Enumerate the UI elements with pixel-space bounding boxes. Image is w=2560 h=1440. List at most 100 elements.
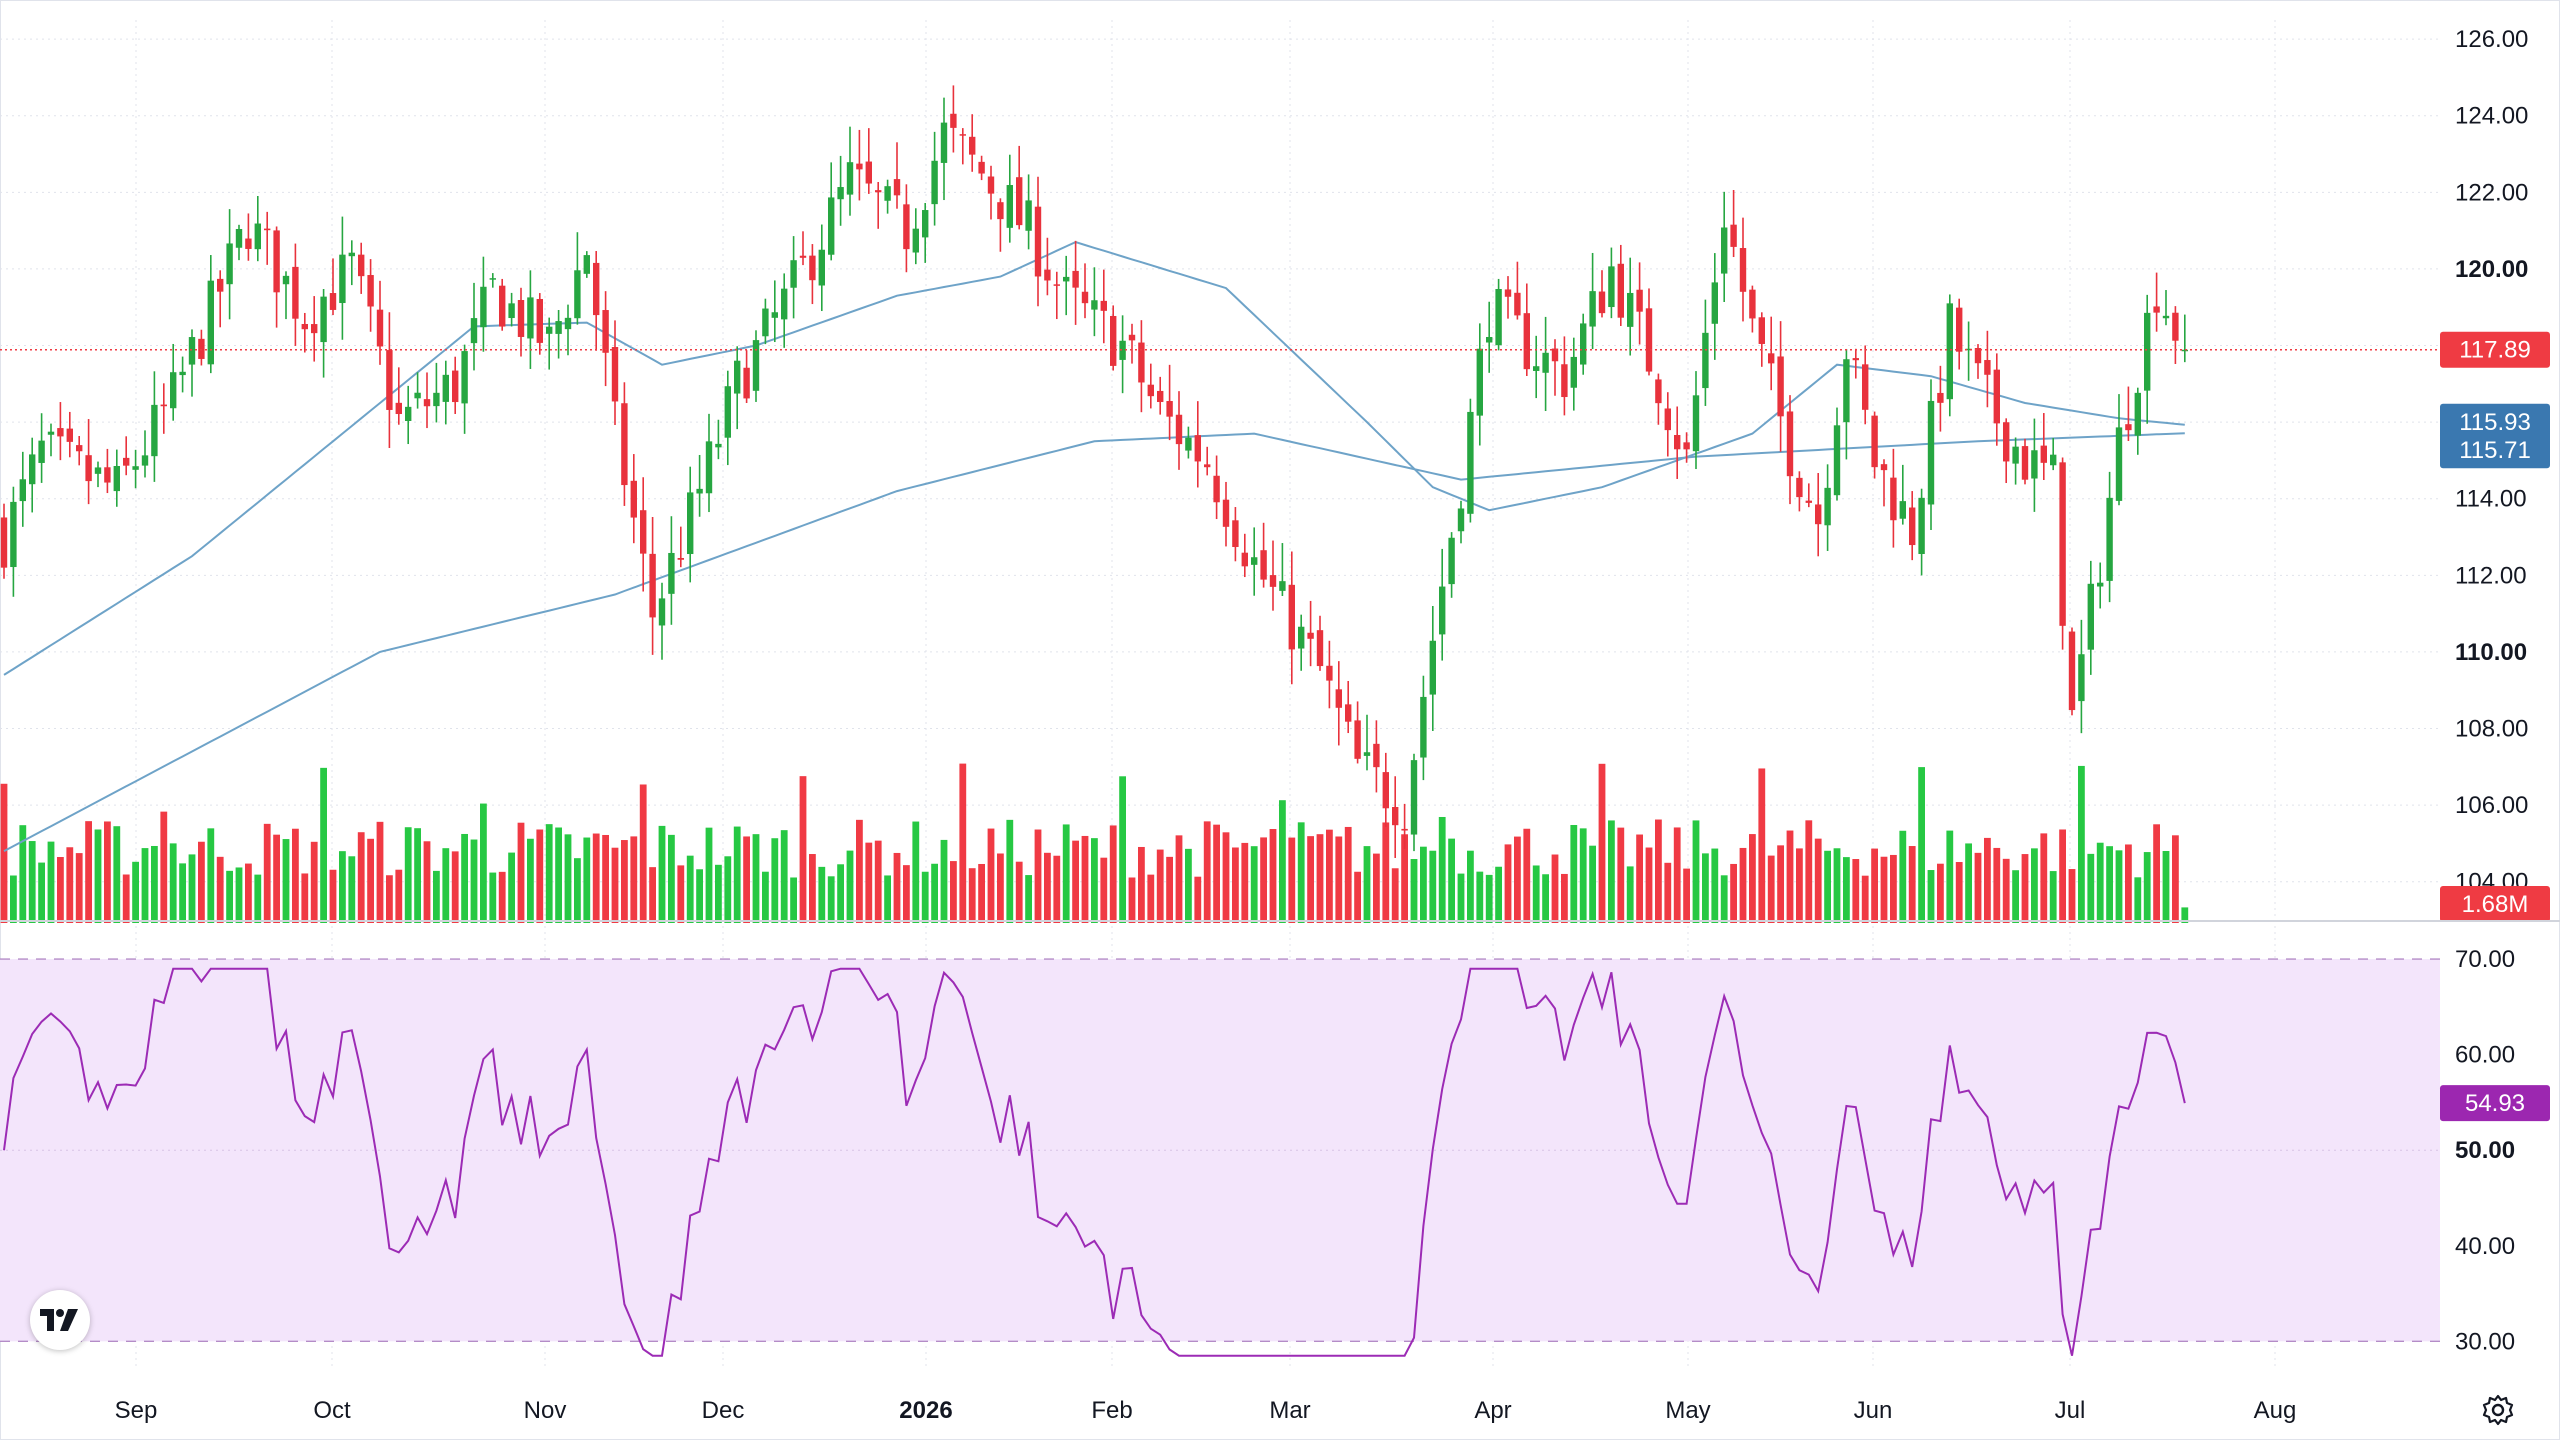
candle bbox=[273, 226, 280, 328]
candle-body bbox=[57, 428, 64, 437]
volume-bar bbox=[874, 840, 882, 923]
tradingview-logo-icon[interactable] bbox=[30, 1290, 90, 1350]
volume-bar bbox=[113, 826, 121, 923]
candle-body bbox=[1213, 475, 1220, 503]
candle-body bbox=[19, 479, 26, 502]
candle-body bbox=[1871, 415, 1878, 468]
candle-body bbox=[978, 161, 985, 174]
candle bbox=[1034, 176, 1042, 307]
candle-body bbox=[517, 300, 525, 337]
volume-bar bbox=[132, 861, 139, 923]
volume-bar bbox=[1758, 768, 1766, 923]
time-tick-label: Mar bbox=[1269, 1397, 1310, 1424]
candle-body bbox=[1457, 508, 1465, 532]
candle-body bbox=[649, 553, 656, 618]
candle-body bbox=[1401, 828, 1408, 831]
candle bbox=[1486, 301, 1493, 373]
volume-bar bbox=[1166, 856, 1173, 923]
candle-body bbox=[1119, 340, 1126, 360]
candle bbox=[123, 436, 130, 476]
volume-bar bbox=[1664, 862, 1672, 923]
candle bbox=[1222, 481, 1230, 547]
volume-bar bbox=[1542, 874, 1549, 923]
candle-body bbox=[2078, 654, 2085, 702]
candle bbox=[1044, 237, 1051, 296]
price-tick-label: 110.00 bbox=[2455, 639, 2527, 666]
candle-body bbox=[123, 457, 130, 466]
moving-average-fast-line bbox=[3, 241, 2185, 676]
time-tick-label: Sep bbox=[115, 1397, 158, 1424]
candle bbox=[583, 251, 590, 278]
candle-body bbox=[828, 197, 835, 255]
ma-slow-tag: 115.71 bbox=[2440, 432, 2550, 469]
candle bbox=[470, 282, 478, 371]
volume-bar bbox=[1485, 874, 1493, 923]
volume-bar bbox=[1532, 865, 1540, 923]
candle-body bbox=[301, 323, 308, 330]
candle bbox=[884, 179, 891, 214]
volume-bar bbox=[66, 847, 74, 923]
candle bbox=[1147, 363, 1154, 409]
candle-body bbox=[1392, 806, 1399, 826]
candle-body bbox=[1683, 442, 1690, 450]
candle bbox=[1288, 551, 1295, 685]
candle-body bbox=[414, 392, 421, 399]
candle bbox=[1467, 398, 1474, 523]
candle bbox=[1373, 720, 1380, 793]
candle bbox=[226, 209, 233, 320]
candle-body bbox=[912, 228, 919, 253]
time-tick-label: Jun bbox=[1854, 1397, 1893, 1424]
candle-body bbox=[987, 176, 995, 194]
volume-bar bbox=[574, 858, 581, 923]
time-tick-label: Dec bbox=[702, 1397, 745, 1424]
volume-bar bbox=[1767, 855, 1775, 923]
settings-gear-icon[interactable] bbox=[2480, 1392, 2516, 1428]
candle-body bbox=[2125, 424, 2132, 431]
candle-body bbox=[969, 136, 976, 155]
candle bbox=[743, 350, 750, 404]
candle bbox=[452, 356, 459, 414]
rsi-tick-label: 70.00 bbox=[2455, 946, 2515, 973]
candle-body bbox=[1504, 289, 1512, 297]
candle bbox=[1514, 261, 1521, 320]
volume-bar bbox=[489, 872, 497, 923]
candle bbox=[1110, 305, 1117, 371]
candle bbox=[593, 251, 600, 351]
volume-bar bbox=[1890, 854, 1897, 923]
volume-bar bbox=[1335, 836, 1343, 923]
candle-body bbox=[1175, 414, 1183, 445]
volume-bar bbox=[461, 833, 468, 923]
candle-body bbox=[2097, 582, 2104, 587]
candle-body bbox=[85, 455, 92, 482]
candle bbox=[771, 280, 778, 343]
candle-body bbox=[1326, 665, 1333, 681]
volume-bar bbox=[329, 869, 337, 923]
moving-average-slow-line bbox=[3, 432, 2185, 852]
candle-body bbox=[1429, 640, 1436, 695]
candle bbox=[301, 312, 308, 353]
candle bbox=[1420, 675, 1427, 781]
candle-body bbox=[2144, 312, 2151, 391]
volume-bar bbox=[827, 876, 835, 923]
volume-bar bbox=[1570, 824, 1578, 923]
candle bbox=[1504, 276, 1512, 319]
candle bbox=[489, 273, 496, 288]
volume-bar bbox=[893, 852, 901, 923]
candle bbox=[846, 126, 854, 216]
candle bbox=[2003, 418, 2010, 484]
candle-body bbox=[94, 467, 102, 474]
rsi-value-tag-text: 54.93 bbox=[2465, 1090, 2525, 1117]
volume-bar bbox=[2096, 842, 2104, 923]
candle-body bbox=[29, 454, 36, 485]
candle-body bbox=[1072, 270, 1079, 288]
volume-bar bbox=[686, 855, 694, 923]
candle bbox=[10, 486, 17, 597]
volume-bar bbox=[903, 865, 910, 923]
candle bbox=[282, 271, 290, 320]
volume-bar bbox=[545, 824, 553, 923]
candle bbox=[1260, 522, 1267, 588]
candle bbox=[987, 165, 995, 220]
price-tick-label: 112.00 bbox=[2455, 562, 2527, 589]
